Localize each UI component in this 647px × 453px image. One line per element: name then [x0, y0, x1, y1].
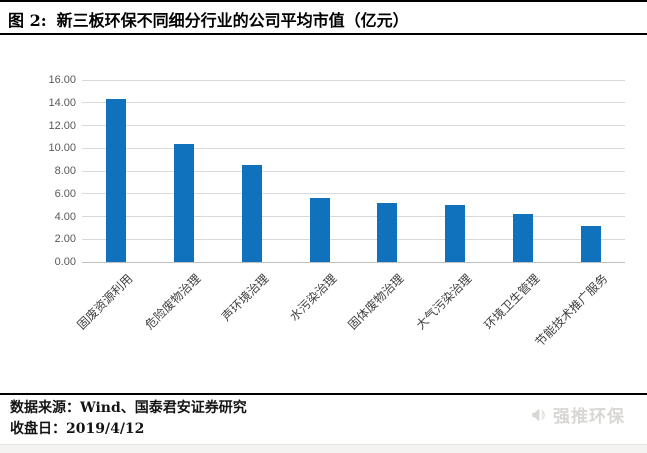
footer-divider — [0, 393, 647, 395]
x-category-label: 环境卫生管理 — [481, 271, 543, 333]
gridline — [82, 147, 625, 149]
gridline — [82, 125, 625, 126]
y-tick-label: 16.00 — [48, 74, 76, 86]
figure-number-label: 图 2: — [8, 11, 47, 30]
header-underline — [0, 33, 647, 35]
y-tick-label: 14.00 — [48, 96, 76, 109]
gridline — [82, 102, 625, 104]
bar-环境卫生管理 — [513, 214, 534, 262]
y-tick-label: 6.00 — [54, 187, 76, 200]
x-category-label: 固体废物治理 — [345, 271, 407, 333]
y-tick-label: 12.00 — [48, 119, 76, 132]
x-category-label: 节能技术推广服务 — [532, 271, 611, 350]
bar-声环境治理 — [241, 165, 262, 262]
x-category-label: 水污染治理 — [286, 271, 339, 324]
bar-水污染治理 — [309, 198, 330, 262]
bar-固废资源利用 — [105, 99, 126, 262]
x-category-label: 危险废物治理 — [142, 271, 204, 333]
gridline — [82, 216, 625, 217]
y-axis: 0.00 2.00 4.00 6.00 8.00 10.00 12.00 14.00 16.00 — [26, 74, 76, 268]
y-tick-label: 4.00 — [54, 210, 76, 223]
gridline — [82, 193, 625, 195]
x-category-label: 固废资源利用 — [74, 271, 136, 333]
megaphone-icon — [530, 406, 548, 424]
data-source-line: 数据来源：Wind、国泰君安证券研究 — [10, 400, 247, 416]
y-tick-label: 8.00 — [54, 165, 76, 177]
x-axis-labels: 固废资源利用 危险废物治理 声环境治理 水污染治理 固体废物治理 大气污染治理 环境卫生管理… — [74, 268, 625, 388]
gridline — [82, 238, 625, 240]
y-tick-label: 2.00 — [54, 233, 76, 246]
bar-固体废物治理 — [377, 202, 398, 262]
x-category-label: 大气污染治理 — [413, 271, 475, 333]
x-category-label: 声环境治理 — [218, 271, 272, 324]
watermark: 强推环保 — [530, 402, 625, 427]
figure-header: 图 2: 新三板环保不同细分行业的公司平均市值（亿元） — [8, 7, 638, 31]
bar-危险废物治理 — [173, 143, 194, 262]
x-axis-line — [82, 261, 625, 263]
watermark-label: 强推环保 — [553, 407, 625, 426]
close-date-line: 收盘日：2019/4/12 — [10, 421, 145, 437]
bottom-page-strip — [0, 444, 647, 453]
plot-area — [82, 79, 625, 263]
footer: 数据来源：Wind、国泰君安证券研究 收盘日：2019/4/12 — [10, 398, 247, 440]
bar-大气污染治理 — [445, 205, 466, 262]
gridline — [82, 79, 625, 81]
page-title: 新三板环保不同细分行业的公司平均市值（亿元） — [56, 11, 409, 30]
y-tick-label: 10.00 — [48, 142, 76, 155]
gridline — [82, 170, 625, 172]
y-tick-label: 0.00 — [54, 256, 76, 268]
bar-节能技术推广服务 — [581, 225, 602, 262]
figure-top-border — [0, 0, 647, 2]
